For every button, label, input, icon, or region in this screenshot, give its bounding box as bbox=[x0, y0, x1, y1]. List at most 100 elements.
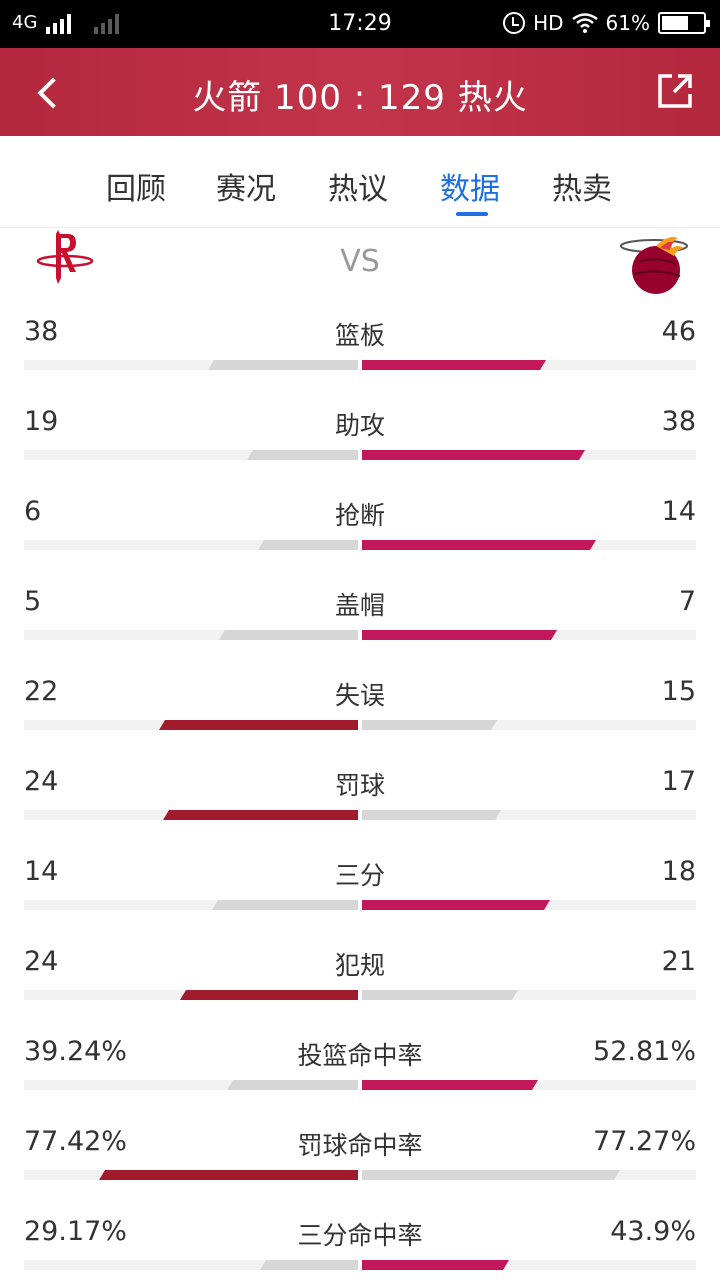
stat-row: 6 抢断 14 bbox=[0, 496, 720, 586]
rockets-stat-value: 77.42% bbox=[24, 1126, 127, 1157]
tab-review[interactable]: 回顾 bbox=[106, 172, 166, 207]
alarm-icon bbox=[503, 12, 526, 34]
heat-stat-value: 52.81% bbox=[593, 1036, 696, 1067]
heat-stat-track bbox=[362, 630, 696, 640]
heat-stat-bar bbox=[362, 900, 550, 910]
stat-label: 失误 bbox=[334, 681, 385, 710]
rockets-stat-value: 39.24% bbox=[24, 1036, 127, 1067]
heat-stat-track bbox=[362, 720, 696, 730]
heat-stat-value: 46 bbox=[661, 316, 696, 347]
signal-strength-icon bbox=[46, 14, 71, 34]
rockets-stat-track bbox=[24, 1260, 358, 1270]
rockets-stat-value: 22 bbox=[24, 676, 59, 707]
hd-indicator: HD bbox=[533, 11, 564, 35]
heat-stat-track bbox=[362, 1080, 696, 1090]
rockets-stat-bar bbox=[159, 720, 358, 730]
rockets-stat-value: 24 bbox=[24, 766, 59, 797]
stat-label: 罚球 bbox=[334, 771, 385, 800]
heat-stat-bar bbox=[362, 1260, 509, 1270]
stat-label: 犯规 bbox=[334, 951, 385, 980]
heat-stat-bar bbox=[362, 450, 585, 460]
heat-stat-value: 7 bbox=[678, 586, 696, 617]
team-header: VS bbox=[0, 228, 720, 304]
heat-stat-bar bbox=[362, 1080, 538, 1090]
rockets-stat-track bbox=[24, 450, 358, 460]
stat-label: 抢断 bbox=[334, 501, 385, 530]
heat-stat-value: 15 bbox=[661, 676, 696, 707]
tab-shop[interactable]: 热卖 bbox=[552, 172, 612, 207]
network-type: 4G bbox=[12, 12, 38, 33]
heat-stat-track bbox=[362, 450, 696, 460]
heat-stat-track bbox=[362, 540, 696, 550]
heat-stat-track bbox=[362, 900, 696, 910]
rockets-stat-bar bbox=[260, 1260, 358, 1270]
rockets-stat-bar bbox=[227, 1080, 358, 1090]
stat-label: 罚球命中率 bbox=[297, 1131, 423, 1160]
heat-stat-value: 38 bbox=[661, 406, 696, 437]
rockets-stat-value: 19 bbox=[24, 406, 59, 437]
stat-label: 三分命中率 bbox=[297, 1221, 423, 1250]
header: 火箭 100 : 129 热火 bbox=[0, 48, 720, 136]
rockets-stat-bar bbox=[247, 450, 358, 460]
battery-percent: 61% bbox=[605, 11, 650, 35]
stat-label: 篮板 bbox=[334, 321, 385, 350]
rockets-stat-bar bbox=[208, 360, 358, 370]
active-tab-indicator bbox=[456, 212, 488, 216]
tab-live[interactable]: 赛况 bbox=[216, 172, 276, 207]
stat-row: 77.42% 罚球命中率 77.27% bbox=[0, 1126, 720, 1216]
rockets-stat-track bbox=[24, 1170, 358, 1180]
rockets-stat-track bbox=[24, 990, 358, 1000]
share-button[interactable] bbox=[656, 72, 694, 110]
stat-label: 三分 bbox=[334, 861, 385, 890]
tab-bar: 回顾 赛况 热议 数据 热卖 bbox=[0, 136, 720, 228]
tab-discussion[interactable]: 热议 bbox=[328, 172, 388, 207]
heat-stat-track bbox=[362, 1260, 696, 1270]
page-title: 火箭 100 : 129 热火 bbox=[192, 78, 528, 118]
rockets-stat-track bbox=[24, 630, 358, 640]
heat-stat-bar bbox=[362, 720, 497, 730]
heat-stat-value: 21 bbox=[661, 946, 696, 977]
heat-stat-bar bbox=[362, 360, 546, 370]
heat-stat-bar bbox=[362, 630, 557, 640]
signal-strength-secondary-icon bbox=[94, 14, 119, 34]
wifi-icon bbox=[571, 13, 598, 33]
rockets-stat-bar bbox=[258, 540, 358, 550]
heat-stat-bar bbox=[362, 1170, 620, 1180]
rockets-stat-track bbox=[24, 810, 358, 820]
stat-row: 38 篮板 46 bbox=[0, 316, 720, 406]
heat-stat-track bbox=[362, 990, 696, 1000]
clock: 17:29 bbox=[328, 11, 392, 36]
stat-label: 投篮命中率 bbox=[297, 1041, 423, 1070]
rockets-stat-track bbox=[24, 900, 358, 910]
rockets-stat-value: 29.17% bbox=[24, 1216, 127, 1247]
rockets-stat-value: 5 bbox=[24, 586, 42, 617]
heat-stat-bar bbox=[362, 990, 518, 1000]
heat-stat-value: 14 bbox=[661, 496, 696, 527]
stat-label: 助攻 bbox=[334, 411, 385, 440]
tab-stats[interactable]: 数据 bbox=[440, 172, 500, 207]
rockets-stat-track bbox=[24, 540, 358, 550]
stat-row: 5 盖帽 7 bbox=[0, 586, 720, 676]
rockets-stat-bar bbox=[212, 900, 358, 910]
rockets-stat-bar bbox=[180, 990, 358, 1000]
rockets-stat-value: 38 bbox=[24, 316, 59, 347]
stat-row: 22 失误 15 bbox=[0, 676, 720, 766]
vs-label: VS bbox=[340, 244, 380, 279]
rockets-stat-value: 14 bbox=[24, 856, 59, 887]
stat-row: 24 犯规 21 bbox=[0, 946, 720, 1036]
rockets-stat-bar bbox=[219, 630, 358, 640]
heat-stat-track bbox=[362, 1170, 696, 1180]
rockets-stat-bar bbox=[99, 1170, 358, 1180]
rockets-stat-value: 6 bbox=[24, 496, 42, 527]
stat-row: 24 罚球 17 bbox=[0, 766, 720, 856]
stat-row: 14 三分 18 bbox=[0, 856, 720, 946]
heat-stat-value: 43.9% bbox=[610, 1216, 696, 1247]
heat-stat-track bbox=[362, 360, 696, 370]
status-bar: 4G 17:29 HD 61% bbox=[0, 0, 720, 48]
rockets-stat-track bbox=[24, 360, 358, 370]
heat-stat-track bbox=[362, 810, 696, 820]
rockets-stat-bar bbox=[163, 810, 358, 820]
share-icon bbox=[658, 74, 692, 108]
stat-label: 盖帽 bbox=[334, 591, 385, 620]
rockets-logo bbox=[36, 230, 94, 284]
